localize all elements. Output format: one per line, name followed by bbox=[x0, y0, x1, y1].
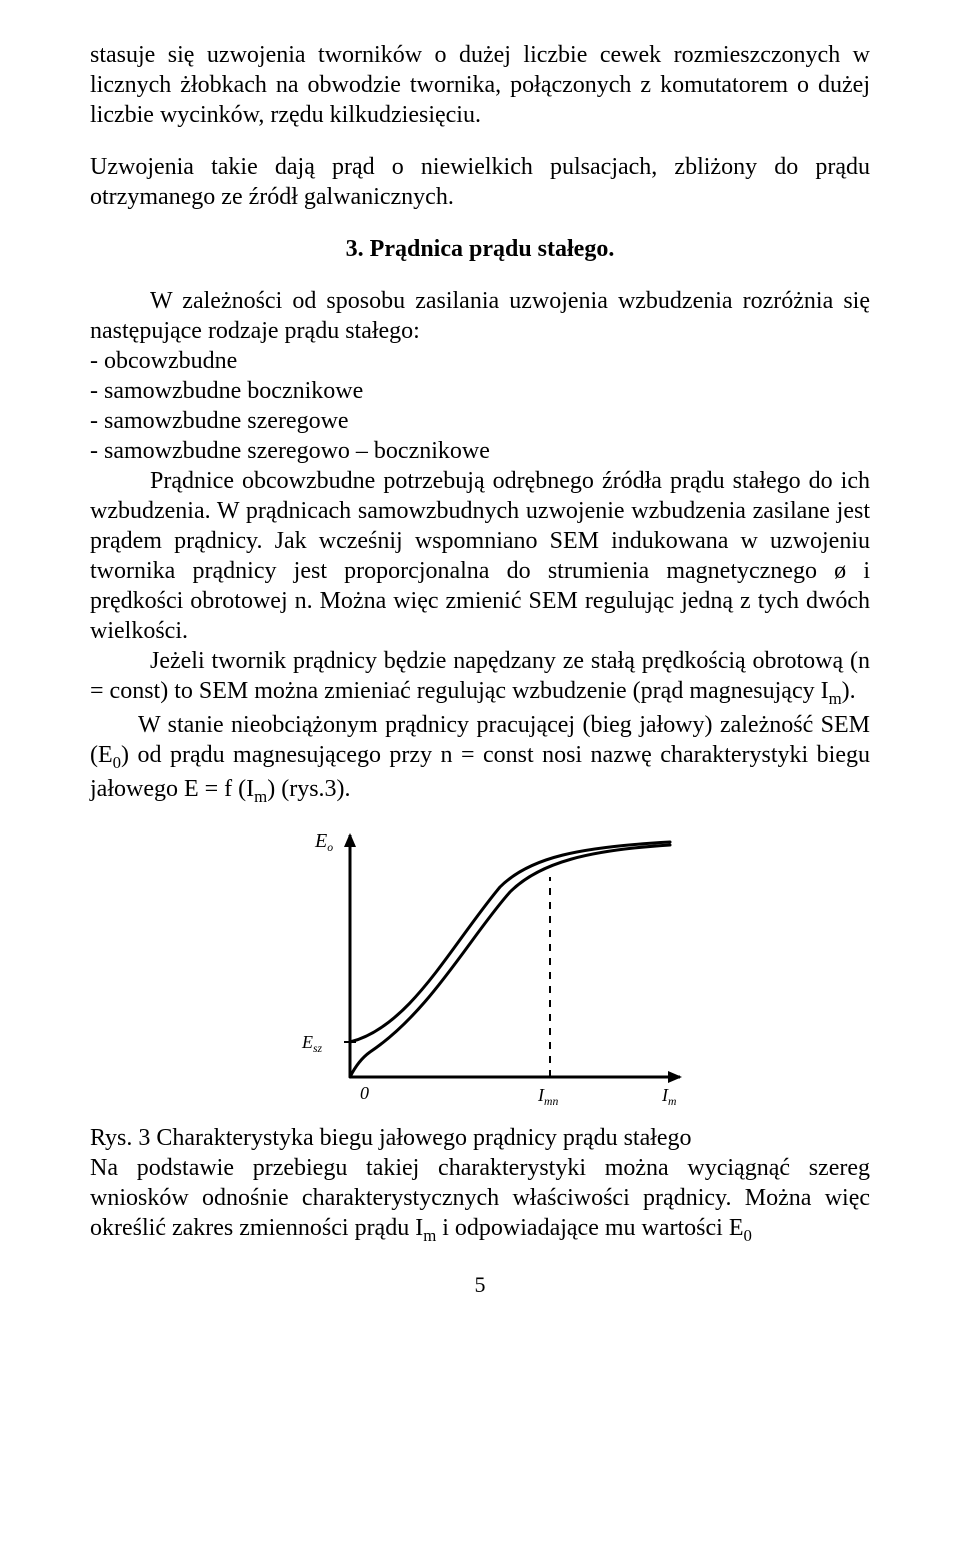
intro-text-1: stasuje się uzwojenia tworników o dużej … bbox=[90, 42, 870, 128]
list-item: samowzbudne szeregowo – bocznikowe bbox=[90, 436, 870, 466]
body-text-3b: ) od prądu magnesującego przy n = const … bbox=[90, 742, 870, 802]
svg-text:0: 0 bbox=[360, 1083, 369, 1103]
body-text-3c: ) (rys.3). bbox=[267, 776, 350, 802]
body-text-2a: Jeżeli twornik prądnicy będzie napędzany… bbox=[90, 648, 870, 704]
page-number: 5 bbox=[90, 1271, 870, 1299]
subscript-0: 0 bbox=[113, 753, 121, 772]
list-item: obcowzbudne bbox=[90, 346, 870, 376]
caption-line-2b: i odpowiadające mu wartości E bbox=[436, 1215, 743, 1241]
intro-text-2: Uzwojenia takie dają prąd o niewielkich … bbox=[90, 154, 870, 210]
types-list: obcowzbudne samowzbudne bocznikowe samow… bbox=[90, 346, 870, 466]
subscript-0: 0 bbox=[744, 1226, 752, 1245]
body-text-2b: ). bbox=[842, 678, 856, 704]
figure-3-chart: EoEsz0ImnIm bbox=[270, 817, 690, 1117]
body-lead-text: W zależności od sposobu zasilania uzwoje… bbox=[90, 288, 870, 344]
main-body-paragraph: W zależności od sposobu zasilania uzwoje… bbox=[90, 286, 870, 807]
list-item: samowzbudne szeregowe bbox=[90, 406, 870, 436]
figure-caption: Rys. 3 Charakterystyka biegu jałowego pr… bbox=[90, 1123, 870, 1247]
caption-line-1: Rys. 3 Charakterystyka biegu jałowego pr… bbox=[90, 1125, 692, 1151]
intro-paragraph-1: stasuje się uzwojenia tworników o dużej … bbox=[90, 40, 870, 130]
subscript-m: m bbox=[423, 1226, 436, 1245]
subscript-m: m bbox=[829, 689, 842, 708]
page-number-text: 5 bbox=[475, 1272, 486, 1297]
subscript-m: m bbox=[254, 786, 267, 805]
intro-paragraph-2: Uzwojenia takie dają prąd o niewielkich … bbox=[90, 152, 870, 212]
section-heading: 3. Prądnica prądu stałego. bbox=[90, 234, 870, 264]
figure-3: EoEsz0ImnIm bbox=[90, 817, 870, 1117]
section-heading-text: 3. Prądnica prądu stałego. bbox=[346, 236, 615, 262]
body-text-1: Prądnice obcowzbudne potrzebują odrębneg… bbox=[90, 468, 870, 644]
list-item: samowzbudne bocznikowe bbox=[90, 376, 870, 406]
